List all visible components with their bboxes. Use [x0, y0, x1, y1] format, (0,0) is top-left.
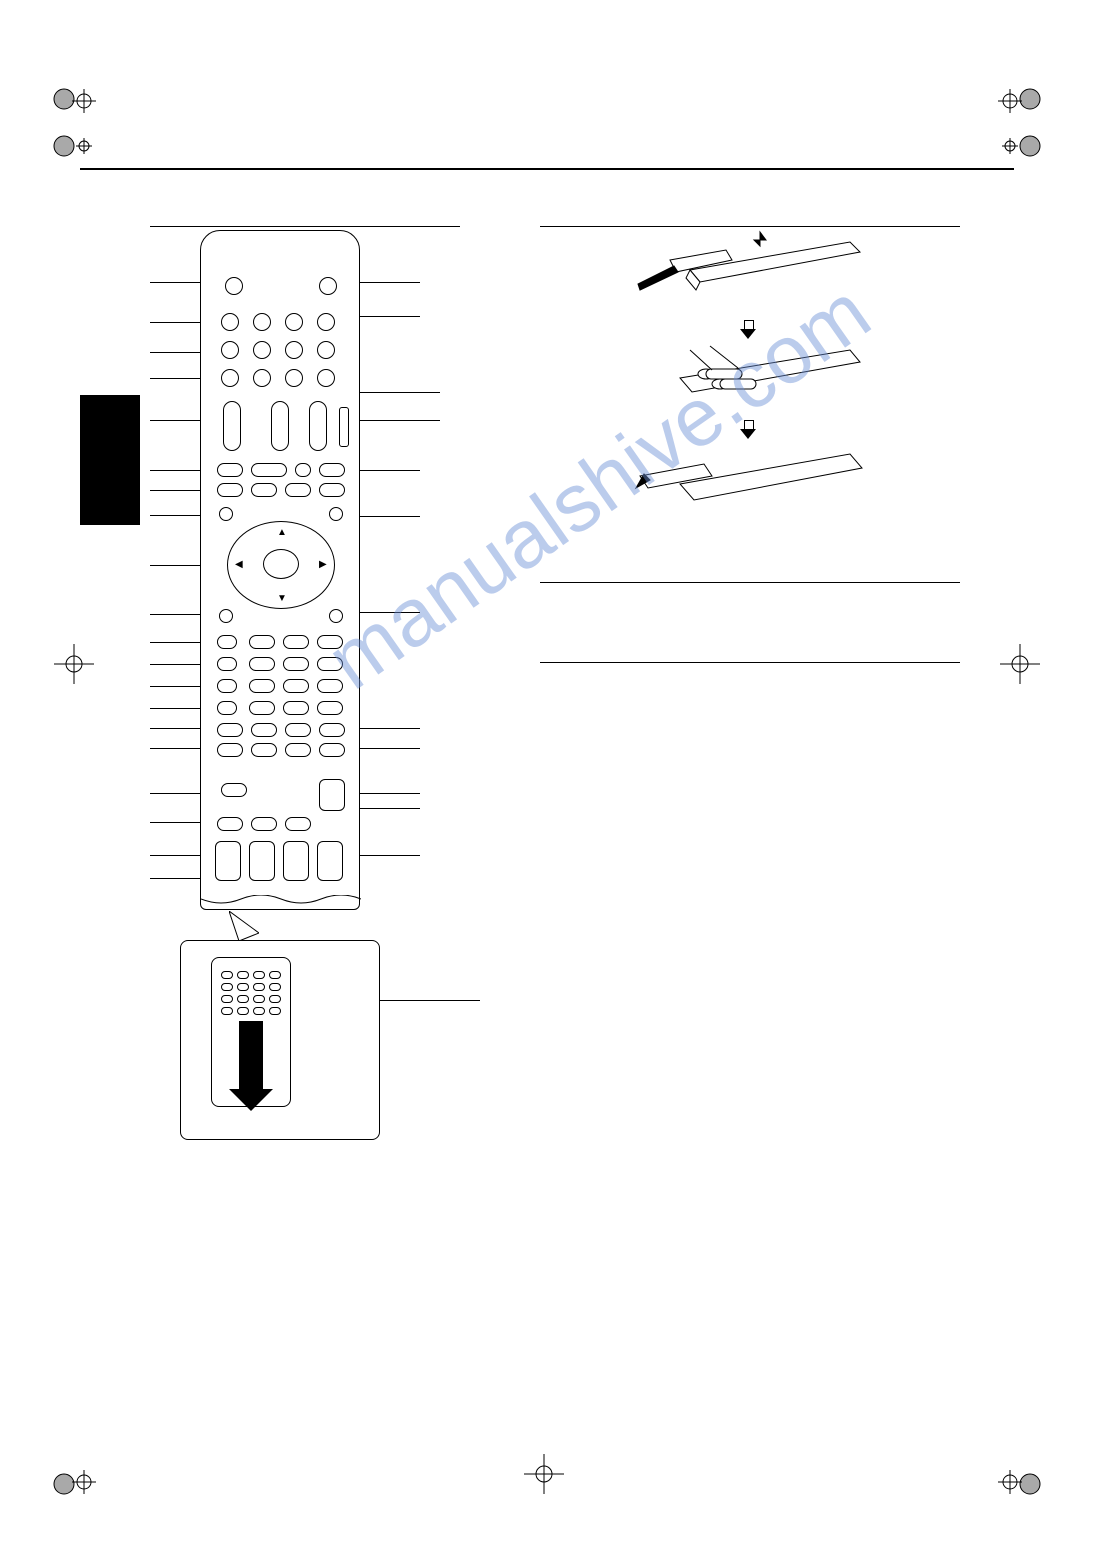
- leader-line: [360, 748, 420, 749]
- leader-line: [360, 420, 440, 421]
- step-arrow-icon: [740, 420, 756, 440]
- leader-line: [150, 748, 200, 749]
- leader-line: [380, 1000, 480, 1001]
- leader-line: [150, 420, 200, 421]
- leader-line: [150, 322, 200, 323]
- crop-mark-right-mid: [996, 640, 1044, 688]
- slide-down-arrow-icon: [239, 1021, 263, 1091]
- leader-line: [360, 392, 440, 393]
- step-arrow-icon: [740, 320, 756, 340]
- right-subheading-1: [540, 204, 960, 227]
- remote-cover-inset: [180, 940, 380, 1140]
- leader-line: [150, 793, 200, 794]
- leader-line: [360, 855, 420, 856]
- crop-mark-top-right: [996, 85, 1044, 133]
- leader-line: [150, 352, 200, 353]
- right-subheading-3: [540, 640, 960, 663]
- leader-line: [150, 728, 200, 729]
- leader-line: [150, 614, 200, 615]
- leader-line: [150, 515, 200, 516]
- section-tab: [80, 395, 140, 525]
- leader-line: [360, 282, 420, 283]
- leader-line: [150, 822, 200, 823]
- leader-line: [150, 878, 200, 879]
- left-subheading: [150, 204, 460, 227]
- right-subheading-2: [540, 560, 960, 583]
- leader-line: [360, 808, 420, 809]
- leader-line: [360, 470, 420, 471]
- leader-line: [150, 855, 200, 856]
- battery-step-2: [620, 340, 870, 416]
- crop-mark-bottom-left: [50, 1450, 98, 1498]
- battery-step-1: [620, 230, 870, 310]
- leader-line: [150, 378, 200, 379]
- leader-line: [150, 642, 200, 643]
- leader-line: [150, 490, 200, 491]
- leader-line: [360, 612, 420, 613]
- leader-line: [150, 708, 200, 709]
- leader-line: [360, 793, 420, 794]
- leader-line: [150, 470, 200, 471]
- crop-mark-top-left: [50, 85, 98, 133]
- remote-control-diagram: ▲ ▼ ◀ ▶: [200, 230, 360, 910]
- crop-mark-bottom-center: [520, 1450, 568, 1498]
- crop-mark-top-right-inner: [996, 132, 1044, 180]
- leader-line: [360, 516, 420, 517]
- leader-line: [360, 316, 420, 317]
- leader-line: [150, 664, 200, 665]
- leader-line: [150, 282, 200, 283]
- crop-mark-top-left-inner: [50, 132, 98, 180]
- leader-line: [150, 565, 200, 566]
- leader-line: [150, 686, 200, 687]
- leader-line: [360, 728, 420, 729]
- battery-step-3: [600, 440, 880, 530]
- crop-mark-left-mid: [50, 640, 98, 688]
- header-rule: [80, 168, 1014, 170]
- crop-mark-bottom-right: [996, 1450, 1044, 1498]
